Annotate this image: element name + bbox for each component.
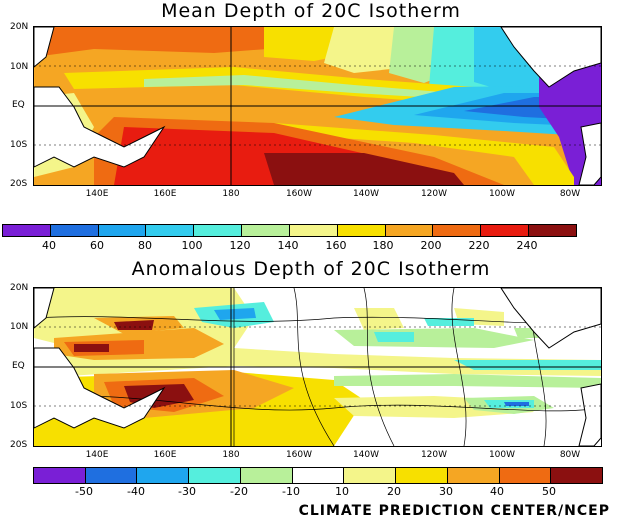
bottom-lat-label-20n: 20N (10, 283, 29, 293)
colorbar-swatch (146, 225, 195, 236)
top-lat-label-eq: EQ (12, 100, 25, 110)
top-lon-label-180: 180 (222, 189, 240, 199)
colorbar-swatch (433, 225, 482, 236)
top-colorbar-label: 140 (277, 239, 299, 252)
top-colorbar-label: 100 (181, 239, 203, 252)
bottom-colorbar-label: 10 (335, 485, 349, 498)
colorbar-swatch (289, 225, 338, 236)
anomalous-depth-field (34, 288, 601, 446)
colorbar-swatch (481, 225, 530, 236)
top-lat-label-10s: 10S (10, 140, 28, 150)
top-colorbar-label: 240 (516, 239, 538, 252)
anomalous-depth-colorbar (33, 467, 603, 484)
mean-depth-field (34, 27, 601, 185)
colorbar-swatch (34, 468, 86, 483)
bottom-lat-label-10s: 10S (10, 401, 28, 411)
colorbar-swatch (529, 225, 576, 236)
bottom-lat-label-20s: 20S (10, 440, 28, 450)
colorbar-swatch (137, 468, 190, 483)
bottom-lon-label-140e: 140E (85, 450, 109, 460)
colorbar-swatch (194, 225, 243, 236)
colorbar-swatch (337, 225, 386, 236)
top-colorbar-label: 160 (325, 239, 347, 252)
colorbar-swatch (344, 468, 397, 483)
colorbar-swatch (551, 468, 603, 483)
bottom-colorbar-label: 50 (542, 485, 556, 498)
bottom-colorbar-label: 20 (387, 485, 401, 498)
bottom-colorbar-label: -50 (75, 485, 93, 498)
colorbar-swatch (3, 225, 51, 236)
top-lon-label-140e: 140E (85, 189, 109, 199)
colorbar-swatch (240, 468, 293, 483)
bottom-colorbar-label: 40 (490, 485, 504, 498)
bottom-lat-label-10n: 10N (10, 322, 29, 332)
top-colorbar-label: 180 (372, 239, 394, 252)
credit-text: CLIMATE PREDICTION CENTER/NCEP (298, 503, 610, 519)
colorbar-swatch (85, 468, 138, 483)
bottom-lon-label-160e: 160E (153, 450, 177, 460)
top-lon-label-140w: 140W (352, 189, 380, 199)
top-colorbar-label: 40 (42, 239, 56, 252)
mean-depth-colorbar (2, 224, 577, 237)
bottom-colorbar-label: 30 (439, 485, 453, 498)
colorbar-swatch (499, 468, 552, 483)
top-colorbar-label: 120 (229, 239, 251, 252)
top-colorbar-label: 200 (420, 239, 442, 252)
bottom-colorbar-label: -40 (127, 485, 145, 498)
bottom-colorbar-label: -10 (282, 485, 300, 498)
bottom-lon-label-120w: 120W (420, 450, 448, 460)
colorbar-swatch (385, 225, 434, 236)
top-colorbar-label: 80 (138, 239, 152, 252)
top-lon-label-100w: 100W (488, 189, 516, 199)
colorbar-swatch (242, 225, 290, 236)
colorbar-swatch (396, 468, 448, 483)
colorbar-swatch (50, 225, 99, 236)
top-lat-label-20n: 20N (10, 22, 29, 32)
bottom-lon-label-140w: 140W (352, 450, 380, 460)
anomalous-depth-map (33, 287, 602, 447)
top-lat-label-20s: 20S (10, 179, 28, 189)
top-colorbar-label: 220 (468, 239, 490, 252)
colorbar-swatch (189, 468, 241, 483)
anomalous-depth-title: Anomalous Depth of 20C Isotherm (131, 258, 491, 280)
top-colorbar-label: 60 (90, 239, 104, 252)
top-lon-label-160w: 160W (285, 189, 313, 199)
bottom-lat-label-eq: EQ (12, 361, 25, 371)
mean-depth-title: Mean Depth of 20C Isotherm (161, 0, 461, 22)
top-lat-label-10n: 10N (10, 62, 29, 72)
colorbar-swatch (292, 468, 345, 483)
colorbar-swatch (447, 468, 500, 483)
bottom-lon-label-100w: 100W (488, 450, 516, 460)
bottom-lon-label-180: 180 (222, 450, 240, 460)
mean-depth-map (33, 26, 602, 186)
bottom-lon-label-160w: 160W (285, 450, 313, 460)
top-lon-label-80w: 80W (559, 189, 581, 199)
top-lon-label-160e: 160E (153, 189, 177, 199)
top-lon-label-120w: 120W (420, 189, 448, 199)
bottom-colorbar-label: -20 (230, 485, 248, 498)
colorbar-swatch (98, 225, 147, 236)
bottom-lon-label-80w: 80W (559, 450, 581, 460)
bottom-colorbar-label: -30 (178, 485, 196, 498)
